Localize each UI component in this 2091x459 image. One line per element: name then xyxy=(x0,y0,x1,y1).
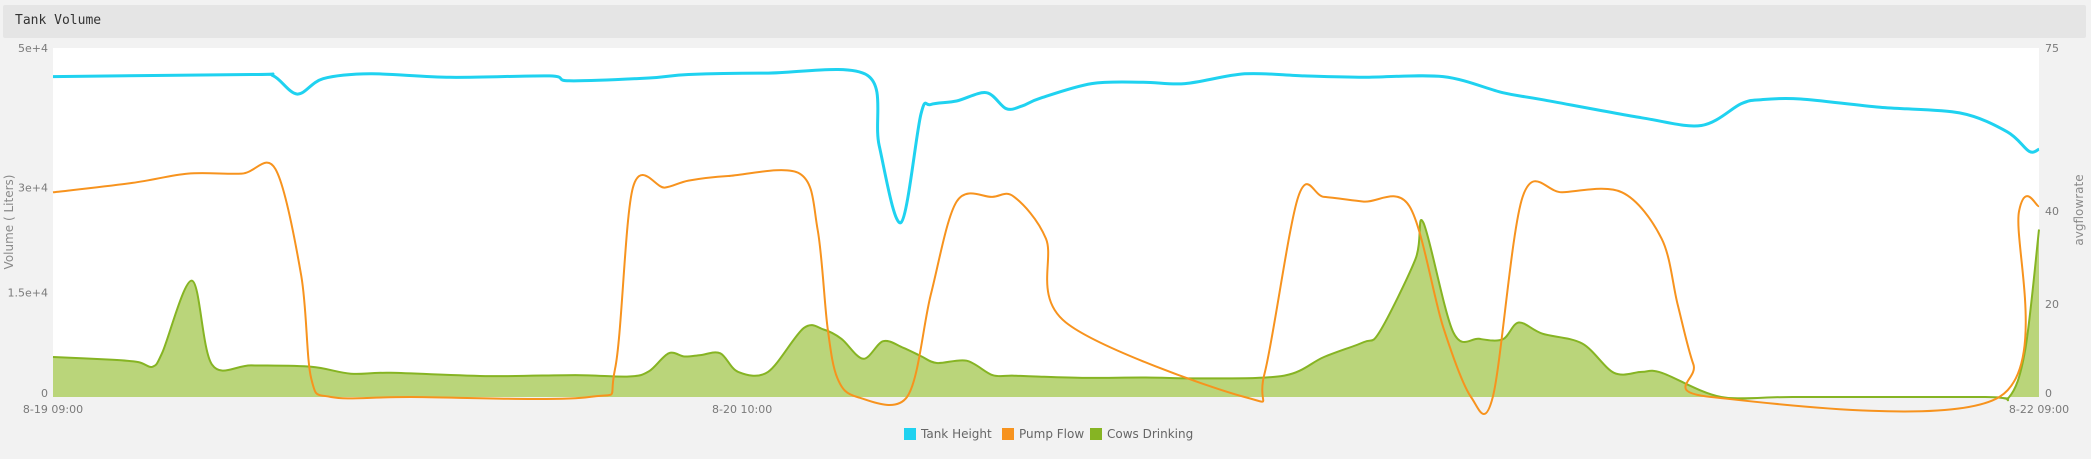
y2-tick-label: 75 xyxy=(2045,42,2059,55)
legend-swatch xyxy=(1002,428,1014,440)
legend-item-cows-drinking[interactable]: Cows Drinking xyxy=(1090,427,1193,441)
y2-tick-label: 20 xyxy=(2045,298,2059,311)
panel-header: Tank Volume xyxy=(3,5,2086,38)
series-line-cows-drinking xyxy=(52,219,2040,402)
y-tick-label: 0 xyxy=(41,387,48,400)
line-layer xyxy=(52,67,2040,415)
x-tick-label: 8-20 10:00 xyxy=(712,403,772,416)
x-tick-label: 8-19 09:00 xyxy=(23,403,83,416)
legend-label: Pump Flow xyxy=(1019,427,1084,441)
series-line-pump-flow xyxy=(52,161,2040,415)
y-tick-label: 5e+4 xyxy=(18,42,48,55)
x-axis-ticks: 8-19 09:00 8-20 10:00 8-22 09:00 xyxy=(23,403,2069,416)
plot-background xyxy=(53,48,2039,397)
legend-item-pump-flow[interactable]: Pump Flow xyxy=(1002,427,1084,441)
right-axis-title: avgflowrate xyxy=(2072,174,2086,245)
area-layer xyxy=(52,219,2040,402)
y2-tick-label: 0 xyxy=(2045,387,2052,400)
series-area-cows-drinking xyxy=(53,219,2039,401)
y-tick-label: 3e+4 xyxy=(18,182,48,195)
left-axis-title: Volume ( Liters) xyxy=(2,175,16,270)
left-axis-ticks: 0 1.5e+4 3e+4 5e+4 xyxy=(8,42,48,400)
legend-swatch xyxy=(1090,428,1102,440)
legend-label: Cows Drinking xyxy=(1107,427,1193,441)
panel-title: Tank Volume xyxy=(15,13,102,28)
right-axis-ticks: 0 20 40 75 xyxy=(2045,42,2059,400)
legend-swatch xyxy=(904,428,916,440)
legend-item-tank-height[interactable]: Tank Height xyxy=(904,427,992,441)
y-tick-label: 1.5e+4 xyxy=(8,286,48,299)
y2-tick-label: 40 xyxy=(2045,205,2059,218)
x-tick-label: 8-22 09:00 xyxy=(2009,403,2069,416)
legend: Tank Height Pump Flow Cows Drinking xyxy=(904,427,1193,441)
series-line-tank-height xyxy=(52,67,2040,225)
legend-label: Tank Height xyxy=(920,427,992,441)
